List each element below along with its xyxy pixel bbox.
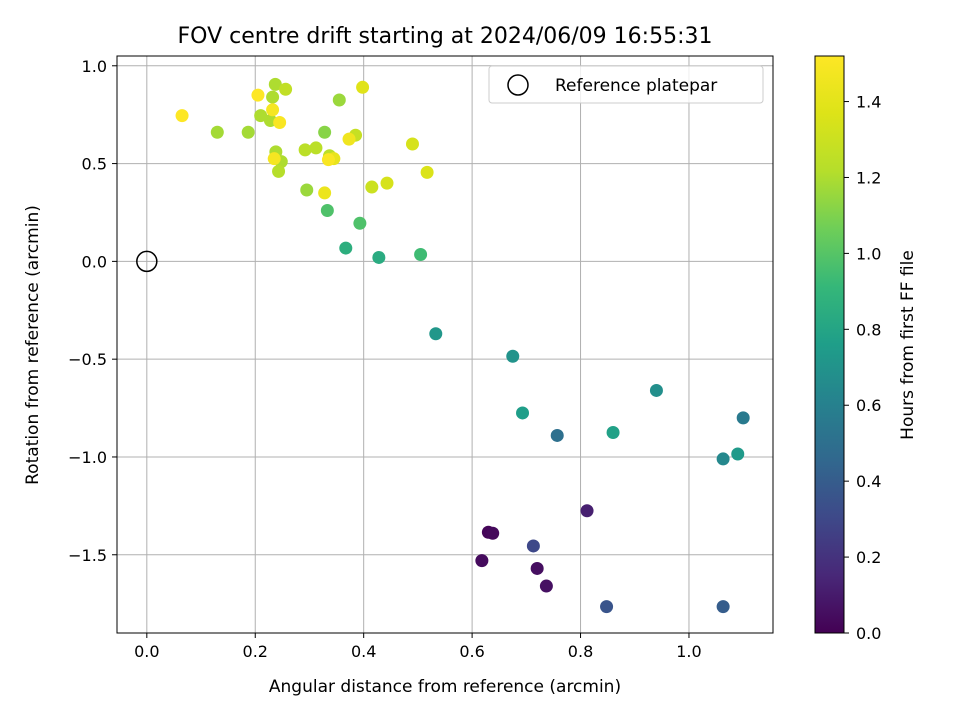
x-axis-ticks: 0.0 0.2 0.4 0.6 0.8 1.0 <box>134 633 702 661</box>
x-tick-label: 1.0 <box>676 642 701 661</box>
scatter-point <box>429 327 443 341</box>
scatter-point <box>353 216 367 230</box>
y-axis-label: Rotation from reference (arcmin) <box>23 205 43 485</box>
scatter-point <box>506 349 520 363</box>
y-tick-label: −1.5 <box>68 546 107 565</box>
scatter-point <box>273 116 287 130</box>
y-axis-ticks: −1.5 −1.0 −0.5 0.0 0.5 1.0 <box>68 57 117 565</box>
scatter-point <box>332 93 346 107</box>
colorbar-label: Hours from first FF file <box>898 250 918 440</box>
colorbar-tick-label: 0.6 <box>856 396 881 415</box>
scatter-point <box>251 88 265 102</box>
scatter-point <box>526 539 540 553</box>
scatter-point <box>716 600 730 614</box>
scatter-point <box>321 153 335 167</box>
y-tick-label: 1.0 <box>82 57 107 76</box>
scatter-point <box>600 600 614 614</box>
colorbar-tick-label: 1.0 <box>856 244 881 263</box>
scatter-point <box>175 109 189 123</box>
scatter-point <box>254 109 268 123</box>
scatter-point <box>298 143 312 157</box>
scatter-point <box>420 165 434 179</box>
scatter-point <box>716 452 730 466</box>
scatter-point <box>320 204 334 218</box>
scatter-point <box>272 164 286 178</box>
scatter-point <box>539 579 553 593</box>
scatter-point <box>339 241 353 255</box>
scatter-point <box>405 137 419 151</box>
scatter-point <box>530 561 544 575</box>
scatter-point <box>380 176 394 190</box>
colorbar-tick-label: 1.2 <box>856 168 881 187</box>
scatter-point <box>516 406 530 420</box>
colorbar-tick-label: 1.4 <box>856 93 881 112</box>
scatter-point <box>414 248 428 262</box>
scatter-point <box>266 103 280 117</box>
colorbar-tick-label: 0.2 <box>856 548 881 567</box>
x-tick-label: 0.0 <box>134 642 159 661</box>
reference-platepar-marker <box>136 250 158 273</box>
scatter-point <box>268 77 282 91</box>
scatter-point <box>241 125 255 139</box>
scatter-point <box>318 186 332 200</box>
legend: Reference platepar <box>488 65 764 104</box>
x-tick-label: 0.8 <box>568 642 593 661</box>
colorbar-tick-label: 0.0 <box>856 624 881 643</box>
scatter-point <box>342 132 356 146</box>
scatter-point <box>736 411 750 425</box>
y-tick-label: 0.0 <box>82 252 107 271</box>
scatter-point <box>649 383 663 397</box>
y-tick-label: −0.5 <box>68 350 107 369</box>
scatter-point <box>267 152 281 166</box>
colorbar: 0.0 0.2 0.4 0.6 0.8 1.0 1.2 1.4 Hours from firs… <box>814 55 918 643</box>
scatter-point <box>372 250 386 264</box>
colorbar-ticks: 0.0 0.2 0.4 0.6 0.8 1.0 1.2 1.4 <box>844 93 881 643</box>
scatter-point <box>606 426 620 440</box>
scatter-point <box>266 90 280 104</box>
data-points <box>175 77 750 614</box>
scatter-point <box>279 82 293 96</box>
scatter-point <box>731 447 745 461</box>
grid <box>117 56 773 633</box>
colorbar-gradient <box>814 55 845 634</box>
y-tick-label: 0.5 <box>82 155 107 174</box>
chart-title: FOV centre drift starting at 2024/06/09 … <box>178 24 713 49</box>
plot-frame <box>116 55 774 634</box>
scatter-point <box>365 180 379 194</box>
scatter-point <box>486 526 500 540</box>
scatter-point <box>318 125 332 139</box>
scatter-point <box>550 428 564 442</box>
legend-box <box>488 65 764 104</box>
x-axis-label: Angular distance from reference (arcmin) <box>269 677 621 697</box>
scatter-point <box>580 504 594 518</box>
scatter-point <box>356 80 370 94</box>
y-tick-label: −1.0 <box>68 448 107 467</box>
scatter-point <box>475 554 489 568</box>
x-tick-label: 0.4 <box>351 642 376 661</box>
scatter-point <box>309 141 323 155</box>
scatter-point <box>210 125 224 139</box>
x-tick-label: 0.2 <box>243 642 268 661</box>
colorbar-tick-label: 0.8 <box>856 320 881 339</box>
colorbar-tick-label: 0.4 <box>856 472 881 491</box>
legend-marker-reference <box>507 74 529 96</box>
legend-label-reference: Reference platepar <box>555 76 717 96</box>
scatter-point <box>300 183 314 197</box>
plot-background <box>117 56 773 633</box>
x-tick-label: 0.6 <box>459 642 484 661</box>
